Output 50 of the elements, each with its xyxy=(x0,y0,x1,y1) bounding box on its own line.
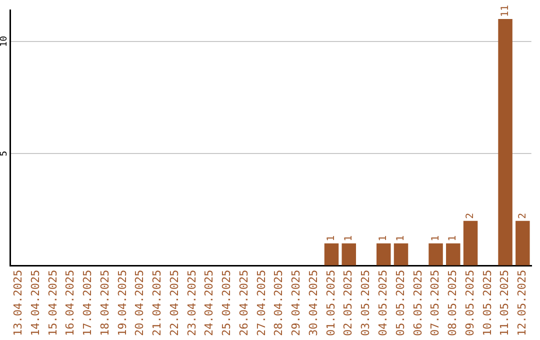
x-tick-label: 09.05.2025 xyxy=(463,270,476,336)
x-tick-label: 07.05.2025 xyxy=(428,270,442,336)
bar xyxy=(463,220,478,266)
x-tick-label: 30.04.2025 xyxy=(306,270,320,336)
bar xyxy=(324,243,339,266)
bar xyxy=(498,18,512,266)
x-tick-label: 14.04.2025 xyxy=(28,270,42,336)
x-tick-label: 10.05.2025 xyxy=(480,270,494,336)
data-label: 1 xyxy=(326,235,338,242)
x-tick-label: 17.04.2025 xyxy=(81,270,94,336)
x-tick-label: 21.04.2025 xyxy=(150,270,164,336)
data-label: 1 xyxy=(378,235,390,242)
x-tick-label: 26.04.2025 xyxy=(237,270,250,336)
data-label: 2 xyxy=(465,212,476,219)
x-tick-label: 05.05.2025 xyxy=(394,270,407,336)
data-label: 1 xyxy=(448,235,459,242)
x-tick-label: 18.04.2025 xyxy=(98,270,112,336)
x-tick-label: 01.05.2025 xyxy=(324,270,338,336)
x-tick-label: 15.04.2025 xyxy=(46,270,60,336)
x-tick-label: 16.04.2025 xyxy=(64,270,77,336)
data-label: 2 xyxy=(517,212,528,219)
data-label: 11 xyxy=(500,4,511,17)
x-tick-label: 20.04.2025 xyxy=(133,270,146,336)
y-tick-label: 5 xyxy=(0,150,10,156)
y-tick-label: 10 xyxy=(0,36,10,47)
x-tick-label: 11.05.2025 xyxy=(498,270,512,336)
bar xyxy=(516,220,530,266)
bar xyxy=(394,243,408,266)
x-tick-label: 23.04.2025 xyxy=(185,270,198,336)
x-tick-label: 06.05.2025 xyxy=(411,270,424,336)
x-tick-label: 19.04.2025 xyxy=(116,270,129,336)
x-tick-label: 28.04.2025 xyxy=(272,270,286,336)
x-tick-label: 03.05.2025 xyxy=(359,270,372,336)
data-label: 1 xyxy=(396,235,407,242)
x-tick-label: 02.05.2025 xyxy=(342,270,355,336)
x-tick-label: 24.04.2025 xyxy=(202,270,216,336)
x-tick-label: 29.04.2025 xyxy=(290,270,303,336)
x-tick-label: 04.05.2025 xyxy=(376,270,390,336)
x-tick-label: 25.04.2025 xyxy=(220,270,234,336)
data-label: 1 xyxy=(343,235,354,242)
bar xyxy=(376,243,391,266)
bar xyxy=(446,243,460,266)
x-tick-label: 12.05.2025 xyxy=(516,270,529,336)
data-label: 1 xyxy=(430,235,442,242)
x-tick-label: 22.04.2025 xyxy=(168,270,181,336)
x-tick-label: 08.05.2025 xyxy=(446,270,460,336)
x-tick-label: 27.04.2025 xyxy=(254,270,268,336)
x-tick-label: 13.04.2025 xyxy=(12,270,25,336)
bar xyxy=(428,243,443,266)
bar xyxy=(342,243,356,266)
